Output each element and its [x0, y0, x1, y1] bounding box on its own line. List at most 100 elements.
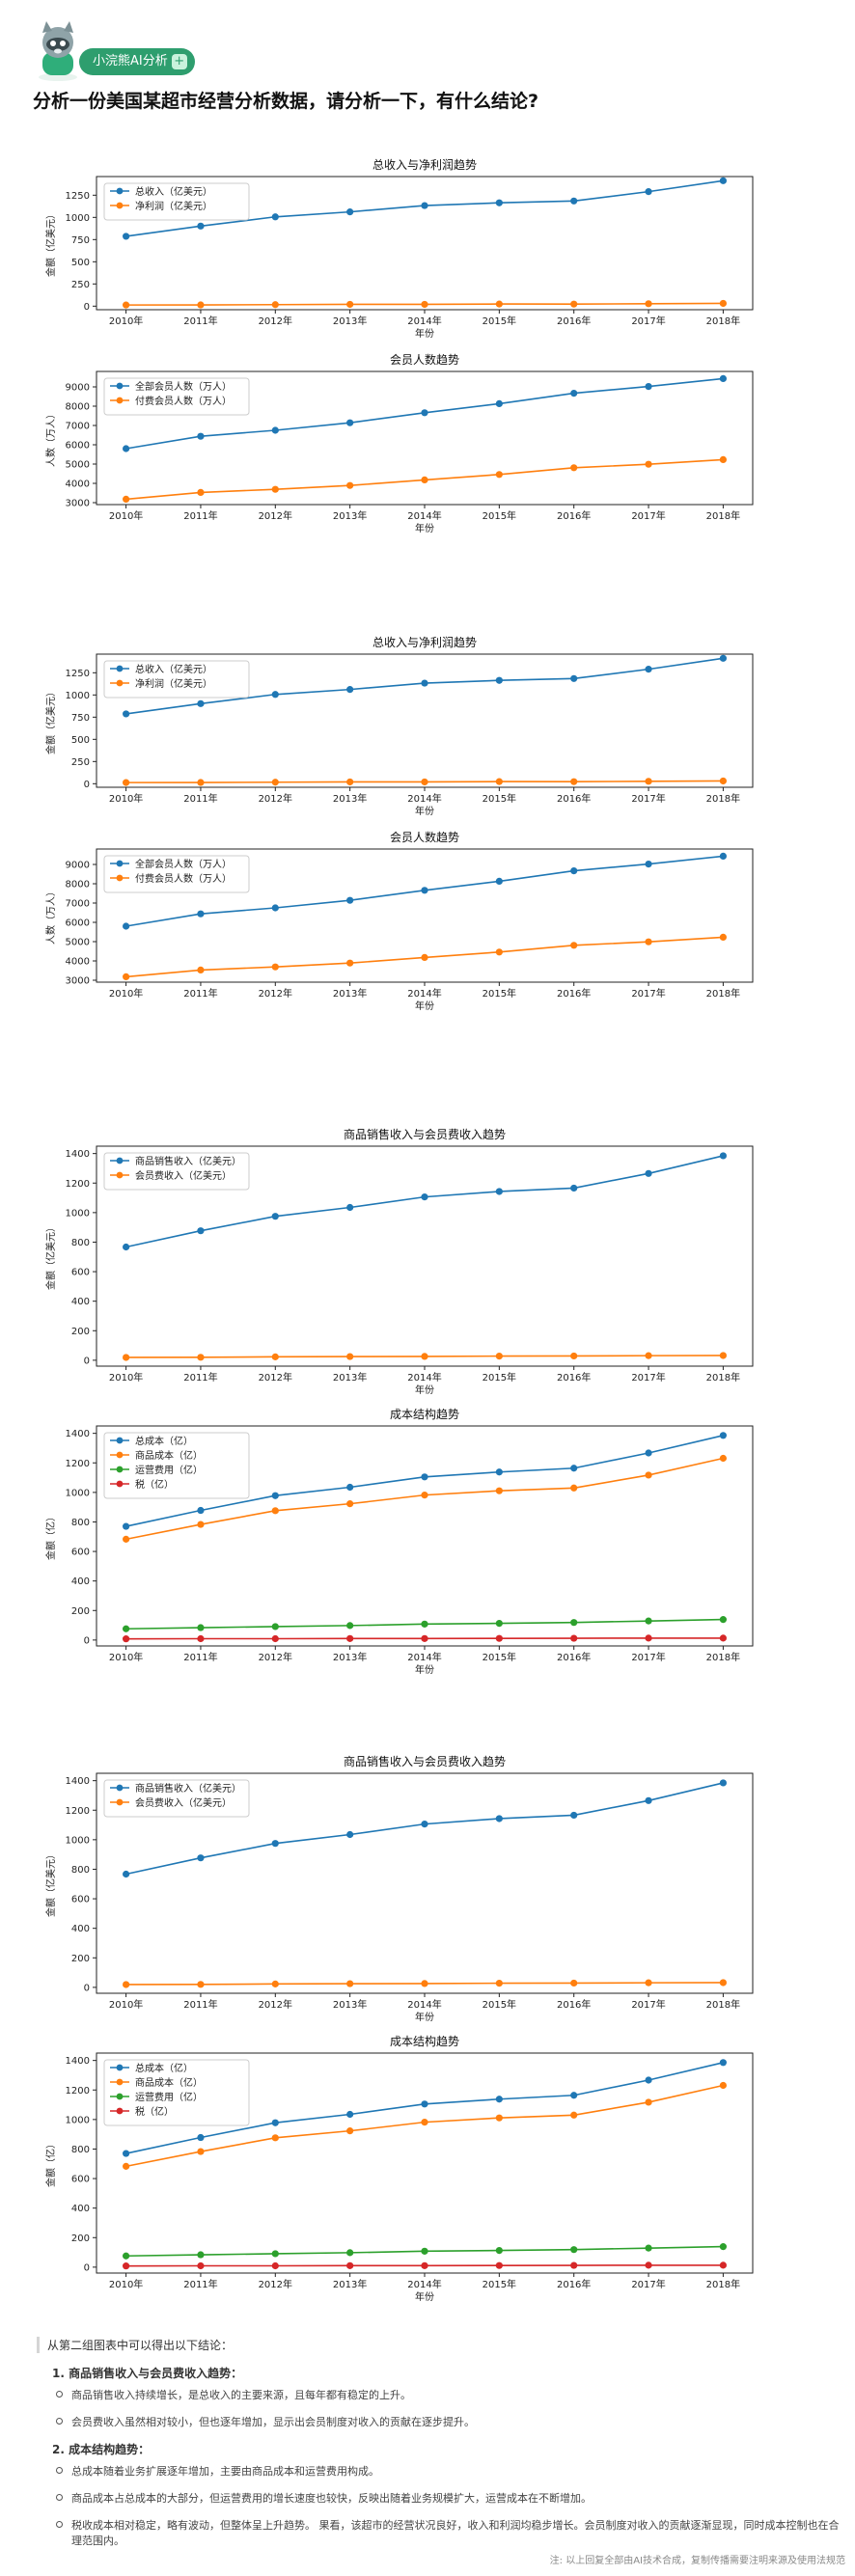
data-point — [570, 942, 578, 949]
x-tick-label: 2017年 — [631, 315, 665, 327]
data-point — [570, 674, 578, 682]
y-axis-label: 金额（亿美元） — [44, 1222, 57, 1290]
data-point — [197, 1506, 205, 1515]
legend-label: 商品销售收入（亿美元） — [135, 1155, 241, 1167]
data-point — [570, 1465, 578, 1472]
figure-group-2: 总收入与净利润趋势 0 250 500 750 1000 1250 2010年 2011年 201… — [29, 627, 849, 1019]
data-point — [123, 233, 130, 240]
legend-marker — [116, 860, 124, 867]
y-tick-label: 7000 — [66, 899, 90, 910]
y-tick-label: 800 — [71, 1865, 90, 1876]
y-tick-label: 1250 — [66, 669, 90, 679]
x-axis-label: 年份 — [415, 1384, 434, 1396]
data-point — [645, 188, 652, 196]
legend-label: 税（亿） — [135, 2105, 174, 2118]
x-tick-label: 2011年 — [183, 987, 217, 1000]
data-point — [346, 2261, 354, 2269]
assistant-name-badge[interactable]: 小浣熊AI分析 + — [79, 48, 195, 75]
x-tick-label: 2015年 — [483, 1371, 516, 1384]
data-point — [645, 1352, 652, 1359]
figure-group-1: 总收入与净利润趋势 0 250 500 750 1000 1250 2010年 2011年 201… — [29, 150, 849, 541]
data-point — [346, 2127, 354, 2135]
conclusion-block: 从第二组图表中可以得出以下结论： 1. 商品销售收入与会员费收入趋势： 商品销售… — [37, 2337, 847, 2560]
y-tick-label: 600 — [71, 1268, 90, 1278]
x-tick-label: 2017年 — [631, 509, 665, 522]
chart-total-revenue-profit-2: 总收入与净利润趋势 0 250 500 750 1000 1250 2010年 2011年 201… — [44, 636, 754, 817]
x-tick-label: 2016年 — [557, 1998, 591, 2011]
x-tick-label: 2010年 — [109, 2278, 143, 2290]
conclusion-item: 商品销售收入持续增长，是总收入的主要来源，且每年都有稳定的上升。 — [56, 2387, 847, 2402]
data-point — [197, 488, 205, 496]
x-tick-label: 2012年 — [259, 1998, 292, 2011]
y-tick-label: 500 — [71, 258, 90, 268]
x-tick-label: 2011年 — [183, 1651, 217, 1663]
data-point — [346, 208, 354, 216]
conclusion-item: 会员费收入虽然相对较小，但也逐年增加，显示出会员制度对收入的贡献在逐步提升。 — [56, 2414, 847, 2429]
y-tick-label: 250 — [71, 757, 90, 768]
x-tick-label: 2010年 — [109, 792, 143, 805]
data-point — [421, 1620, 428, 1628]
chart-cost-structure-2: 成本结构趋势 0 200 400 600 800 1000 1200 1400 2010年 2011… — [44, 2034, 754, 2303]
data-point — [421, 476, 428, 483]
legend-label: 商品成本（亿） — [135, 1449, 203, 1462]
data-point — [645, 1796, 652, 1804]
data-point — [123, 2262, 130, 2270]
data-point — [346, 778, 354, 786]
y-tick-label: 200 — [71, 1327, 90, 1337]
legend-label: 净利润（亿美元） — [135, 200, 212, 212]
y-tick-label: 200 — [71, 1606, 90, 1617]
data-point — [346, 419, 354, 426]
legend-marker — [116, 187, 124, 195]
x-tick-label: 2014年 — [407, 2278, 441, 2290]
x-tick-label: 2018年 — [706, 2278, 740, 2290]
data-point — [495, 778, 503, 785]
data-point — [495, 471, 503, 479]
data-point — [421, 1980, 428, 1987]
y-tick-label: 6000 — [66, 441, 90, 452]
y-tick-label: 400 — [71, 1924, 90, 1934]
y-tick-label: 3000 — [66, 499, 90, 509]
y-tick-label: 0 — [84, 1983, 90, 1993]
y-tick-label: 0 — [84, 302, 90, 313]
chart-title: 成本结构趋势 — [390, 1407, 459, 1421]
data-point — [495, 1468, 503, 1476]
data-point — [197, 2148, 205, 2155]
data-point — [495, 2114, 503, 2122]
chart-cost-structure-1: 成本结构趋势 0 200 400 600 800 1000 1200 1400 2010年 2011… — [44, 1407, 754, 1676]
data-point — [197, 1854, 205, 1862]
data-point — [719, 1779, 728, 1787]
x-tick-label: 2014年 — [407, 315, 441, 327]
data-point — [421, 1634, 428, 1642]
legend-marker — [116, 1171, 124, 1179]
x-tick-label: 2013年 — [333, 1998, 367, 2011]
y-tick-label: 600 — [71, 1895, 90, 1905]
legend-marker — [116, 1437, 124, 1444]
data-point — [645, 460, 652, 468]
plus-icon[interactable]: + — [171, 54, 187, 69]
data-point — [421, 679, 428, 687]
data-point — [123, 2252, 130, 2260]
data-point — [570, 2261, 578, 2269]
data-point — [570, 1184, 578, 1192]
data-point — [719, 455, 728, 463]
x-tick-label: 2016年 — [557, 987, 591, 1000]
legend-marker — [116, 665, 124, 672]
x-tick-label: 2010年 — [109, 315, 143, 327]
x-tick-label: 2014年 — [407, 509, 441, 522]
conclusion-section-title: 2. 成本结构趋势： — [52, 2443, 151, 2456]
x-tick-label: 2015年 — [483, 1651, 516, 1663]
x-tick-label: 2016年 — [557, 2278, 591, 2290]
data-point — [495, 2246, 503, 2255]
x-tick-label: 2013年 — [333, 509, 367, 522]
data-point — [645, 1979, 652, 1987]
x-tick-label: 2018年 — [706, 1651, 740, 1663]
x-tick-label: 2016年 — [557, 1371, 591, 1384]
x-tick-label: 2012年 — [259, 792, 292, 805]
x-tick-label: 2016年 — [557, 1651, 591, 1663]
data-point — [719, 177, 728, 184]
data-point — [346, 1622, 354, 1630]
chart-legend: 商品销售收入（亿美元） 会员费收入（亿美元） — [103, 1152, 250, 1191]
legend-label: 付费会员人数（万人） — [135, 872, 232, 885]
data-point — [570, 390, 578, 397]
legend-label: 总收入（亿美元） — [135, 185, 212, 198]
